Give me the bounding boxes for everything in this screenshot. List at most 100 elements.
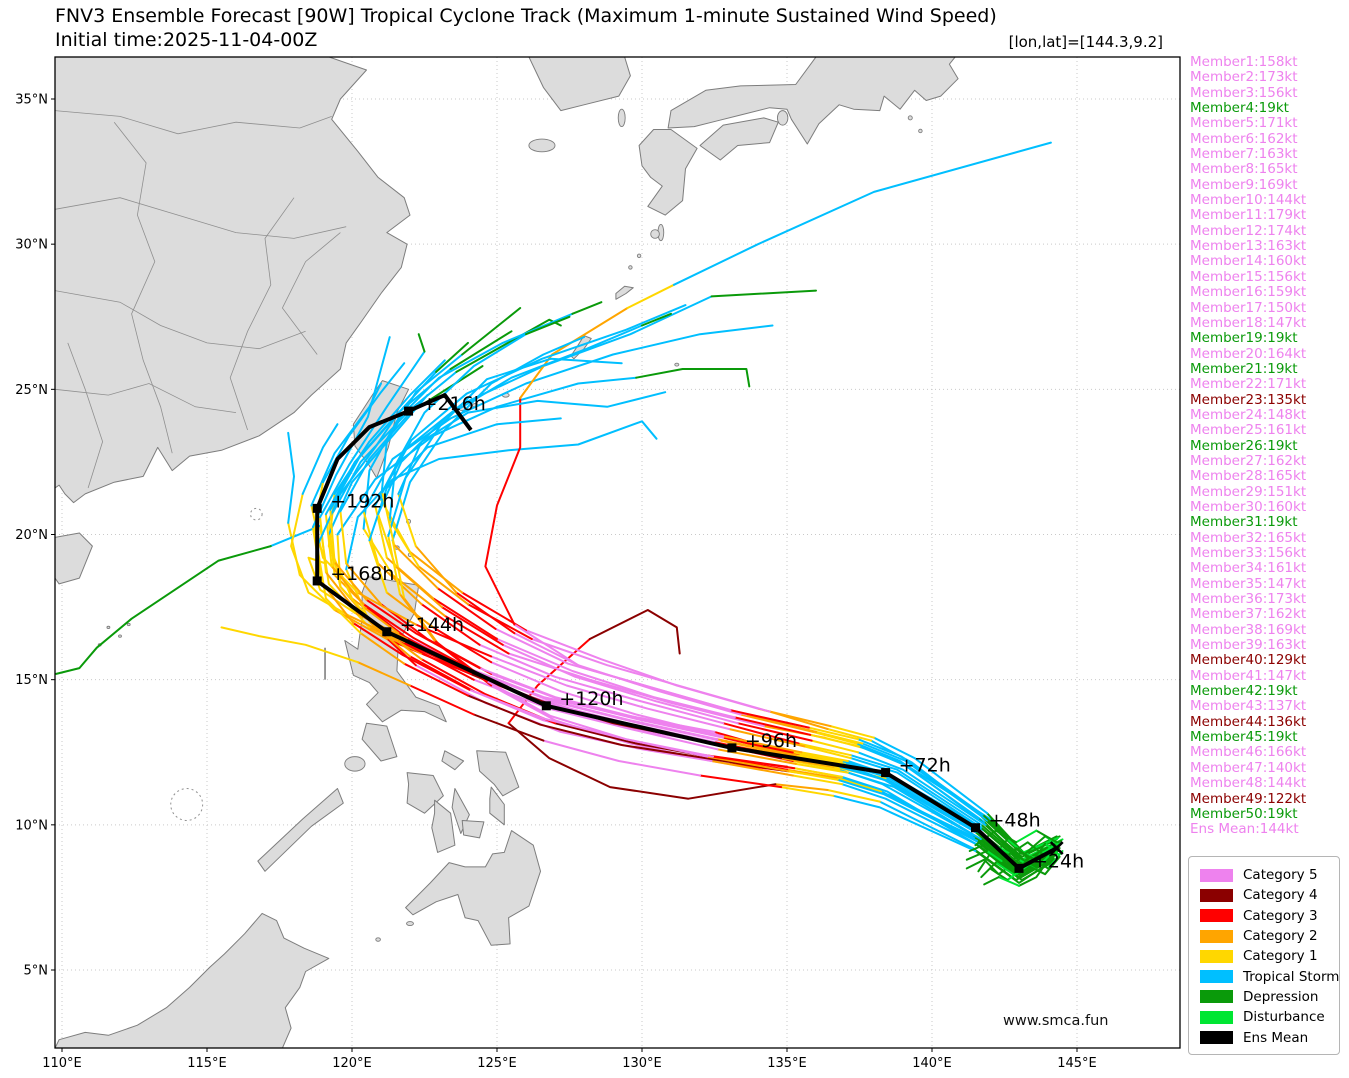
legend-row: Category 1 [1200, 946, 1339, 966]
member-intensity-item: Member44:136kt [1190, 713, 1307, 730]
legend-row: Category 2 [1200, 926, 1339, 946]
member-intensity-item: Member23:135kt [1190, 391, 1307, 408]
legend-row: Tropical Storm [1200, 966, 1339, 986]
member-intensity-item: Member14:160kt [1190, 253, 1307, 270]
mean-track-time-label: +120h [559, 688, 623, 710]
member-intensity-item: Member3:156kt [1190, 84, 1298, 101]
member-intensity-item: Member45:19kt [1190, 729, 1298, 746]
legend-row: Category 5 [1200, 865, 1339, 885]
legend-label: Category 1 [1243, 948, 1318, 965]
member-intensity-item: Member46:166kt [1190, 744, 1307, 761]
member-intensity-item: Member25:161kt [1190, 422, 1307, 439]
member-intensity-item: Member20:164kt [1190, 345, 1307, 362]
member-intensity-item: Member41:147kt [1190, 667, 1307, 684]
member-intensity-item: Member33:156kt [1190, 545, 1307, 561]
member-intensity-item: Member13:163kt [1190, 238, 1307, 255]
member-intensity-item: Ens Mean:144kt [1190, 821, 1299, 838]
member-intensity-item: Member8:165kt [1190, 161, 1298, 178]
member-intensity-item: Member27:162kt [1190, 452, 1307, 469]
member-intensity-item: Member15:156kt [1190, 268, 1307, 285]
member-intensity-item: Member19:19kt [1190, 330, 1298, 347]
member-intensity-item: Member36:173kt [1190, 591, 1307, 608]
x-tick-label: 120°E [332, 1056, 372, 1071]
legend-label: Category 2 [1243, 928, 1318, 945]
mean-track-time-label: +216h [422, 393, 486, 415]
member-intensity-item: Member34:161kt [1190, 560, 1307, 577]
member-intensity-item: Member22:171kt [1190, 376, 1307, 393]
y-tick-label: 5°N [24, 964, 49, 979]
x-tick-label: 130°E [622, 1056, 662, 1071]
legend-swatch-icon [1200, 990, 1233, 1004]
member-intensity-item: Member47:140kt [1190, 759, 1307, 776]
legend-swatch-icon [1200, 909, 1233, 923]
member-intensity-item: Member37:162kt [1190, 606, 1307, 623]
mean-track-time-label: +168h [330, 563, 394, 585]
member-intensity-item: Member1:158kt [1190, 54, 1298, 70]
member-intensity-item: Member6:162kt [1190, 130, 1298, 147]
init-position-label: [lon,lat]=[144.3,9.2] [1008, 33, 1163, 51]
member-intensity-item: Member10:144kt [1190, 192, 1307, 209]
legend-row: Ens Mean [1200, 1027, 1339, 1047]
legend-swatch-icon [1200, 949, 1233, 963]
legend-row: Depression [1200, 987, 1339, 1007]
member-intensity-item: Member32:165kt [1190, 529, 1307, 546]
member-intensity-item: Member2:173kt [1190, 69, 1298, 86]
member-intensity-item: Member12:174kt [1190, 222, 1307, 239]
member-intensity-item: Member7:163kt [1190, 146, 1298, 163]
x-tick-label: 115°E [187, 1056, 227, 1071]
mean-track-time-label: +48h [989, 810, 1041, 832]
mean-track-time-label: +96h [745, 730, 797, 752]
legend-label: Disturbance [1243, 1009, 1325, 1026]
y-tick-label: 10°N [15, 818, 48, 833]
x-tick-label: 145°E [1057, 1056, 1097, 1071]
y-tick-label: 20°N [15, 528, 48, 543]
member-intensity-item: Member9:169kt [1190, 176, 1298, 193]
mean-track-time-label: +72h [899, 755, 951, 777]
legend-row: Disturbance [1200, 1007, 1339, 1027]
member-intensity-item: Member18:147kt [1190, 314, 1307, 331]
member-intensity-item: Member4:19kt [1190, 100, 1289, 117]
watermark: www.smca.fun [1003, 1013, 1109, 1029]
member-intensity-item: Member42:19kt [1190, 683, 1298, 700]
legend: Category 5 Category 4 Category 3 Category 2… [1188, 856, 1340, 1055]
member-intensity-item: Member30:160kt [1190, 498, 1307, 515]
legend-row: Category 4 [1200, 885, 1339, 905]
legend-label: Depression [1243, 988, 1319, 1005]
page-title: FNV3 Ensemble Forecast [90W] Tropical Cy… [55, 5, 997, 27]
member-intensity-item: Member40:129kt [1190, 652, 1307, 669]
member-intensity-item: Member28:165kt [1190, 468, 1307, 485]
y-tick-label: 25°N [15, 383, 48, 398]
legend-swatch-icon [1200, 888, 1233, 902]
legend-swatch-icon [1200, 1010, 1233, 1024]
member-intensity-item: Member48:144kt [1190, 775, 1307, 792]
x-tick-label: 135°E [767, 1056, 807, 1071]
mean-track-time-label: +192h [330, 490, 394, 512]
y-tick-label: 35°N [15, 93, 48, 108]
y-tick-label: 30°N [15, 238, 48, 253]
member-intensity-item: Member39:163kt [1190, 637, 1307, 654]
legend-label: Category 3 [1243, 907, 1318, 924]
member-intensity-list: Member1:158kt Member2:173kt Member3:156kt M… [1190, 54, 1307, 838]
legend-label: Tropical Storm [1243, 968, 1340, 985]
mean-track-time-label: +144h [400, 614, 464, 636]
member-intensity-item: Member35:147kt [1190, 575, 1307, 592]
legend-swatch-icon [1200, 970, 1233, 984]
member-intensity-item: Member29:151kt [1190, 483, 1307, 500]
legend-label: Category 4 [1243, 887, 1318, 904]
member-intensity-item: Member5:171kt [1190, 115, 1298, 132]
member-intensity-item: Member16:159kt [1190, 284, 1307, 301]
legend-swatch-icon [1200, 1031, 1233, 1045]
member-intensity-item: Member11:179kt [1190, 207, 1307, 224]
member-intensity-item: Member26:19kt [1190, 437, 1298, 454]
initial-time-label: Initial time:2025-11-04-00Z [55, 29, 318, 51]
member-intensity-item: Member49:122kt [1190, 790, 1307, 807]
member-intensity-item: Member38:169kt [1190, 621, 1307, 638]
member-intensity-item: Member50:19kt [1190, 805, 1298, 822]
legend-swatch-icon [1200, 868, 1233, 882]
member-intensity-item: Member21:19kt [1190, 360, 1298, 377]
legend-label: Ens Mean [1243, 1029, 1309, 1046]
legend-swatch-icon [1200, 929, 1233, 943]
x-tick-label: 125°E [477, 1056, 517, 1071]
